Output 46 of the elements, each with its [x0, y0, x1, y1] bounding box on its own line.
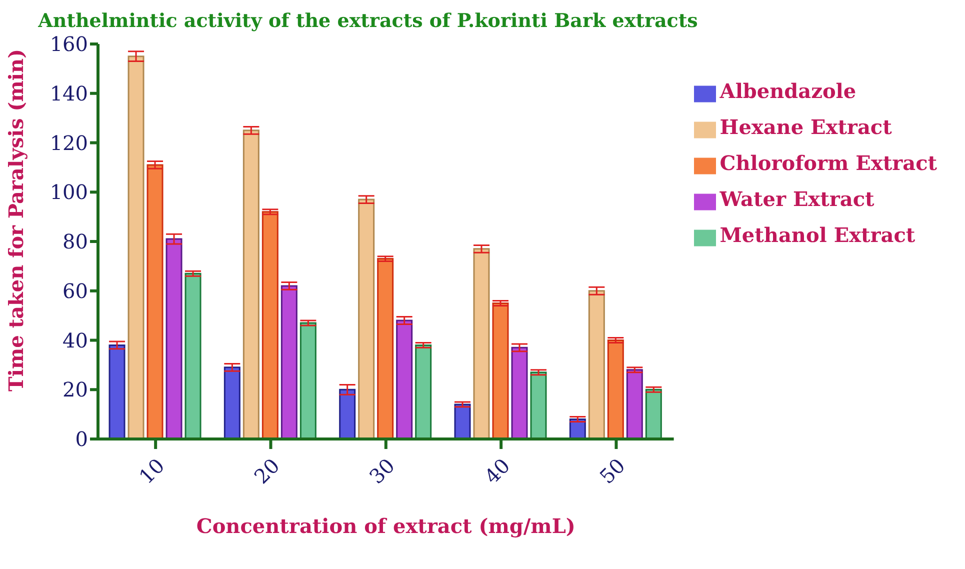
x-tick-label: 50: [594, 454, 630, 489]
bar: [146, 164, 164, 439]
bar: [280, 285, 298, 439]
bar: [184, 272, 202, 439]
bar: [166, 238, 182, 439]
y-tick-label: 20: [62, 378, 88, 402]
y-tick-label: 40: [62, 328, 88, 352]
bar: [607, 340, 624, 439]
y-tick-label: 80: [62, 230, 88, 254]
bar: [262, 211, 278, 439]
bar: [396, 320, 413, 439]
x-tick-label: 40: [480, 454, 515, 489]
bar: [454, 404, 471, 439]
x-tick-label: 10: [134, 454, 170, 489]
legend-label: Water Extract: [720, 187, 874, 211]
y-tick-label: 0: [75, 427, 88, 452]
legend-label: Chloroform Extract: [720, 151, 937, 175]
y-tick-label: 120: [50, 130, 88, 155]
bar: [339, 388, 356, 439]
legend-label: Hexane Extract: [720, 115, 892, 139]
x-tick-label: 20: [249, 454, 284, 489]
bar: [588, 290, 605, 439]
bar: [242, 130, 260, 439]
bar: [358, 198, 375, 439]
y-tick-label: 140: [50, 81, 88, 106]
bar: [300, 322, 316, 439]
bar: [511, 346, 528, 439]
y-axis-title: Time taken for Paralysis (min): [4, 48, 28, 392]
bar: [415, 344, 432, 439]
bar: [645, 388, 662, 439]
x-axis-title: Concentration of extract (mg/mL): [196, 514, 576, 538]
bar: [108, 344, 126, 439]
bar: [492, 302, 509, 439]
y-tick-label: 60: [62, 278, 88, 303]
legend-label: Albendazole: [720, 79, 856, 103]
x-tick-label: 30: [364, 454, 400, 489]
y-tick-label: 100: [50, 180, 88, 204]
bar: [224, 366, 240, 439]
bar: [530, 372, 547, 439]
y-tick-label: 160: [50, 32, 88, 56]
chart-title: Anthelmintic activity of the extracts of P.korinti Bark extracts: [37, 9, 699, 34]
bar: [473, 248, 490, 439]
bar: [128, 56, 144, 439]
bar: [377, 258, 394, 439]
legend-label: Methanol Extract: [720, 223, 916, 247]
bar: [626, 369, 643, 439]
